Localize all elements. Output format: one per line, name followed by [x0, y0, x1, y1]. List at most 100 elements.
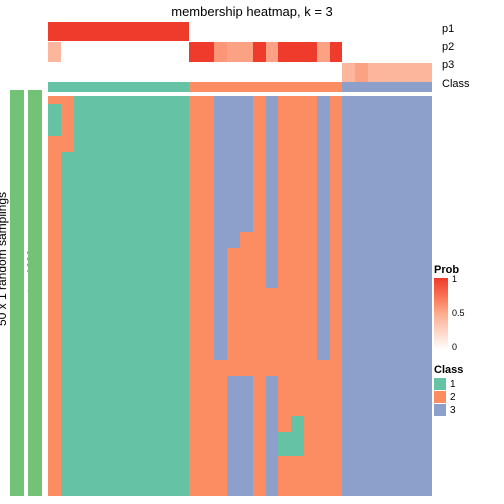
class-cell — [202, 82, 215, 92]
annot-cell — [355, 42, 368, 61]
heatmap-col — [419, 96, 432, 496]
annot-cell — [74, 63, 87, 82]
class-label: 2 — [450, 392, 456, 403]
class-swatch — [434, 391, 446, 403]
heatmap-col — [189, 96, 202, 496]
heatmap-col — [176, 96, 189, 496]
legend-class-title: Class — [434, 364, 498, 376]
heatmap-seg — [394, 96, 407, 496]
annot-cell — [125, 22, 138, 41]
annot-cell — [355, 63, 368, 82]
annot-cell — [291, 22, 304, 41]
annot-cell — [240, 42, 253, 61]
class-cell — [381, 82, 394, 92]
annot-cell — [317, 22, 330, 41]
rows-bar — [28, 90, 42, 496]
class-cell — [406, 82, 419, 92]
annot-cell — [163, 63, 176, 82]
heatmap-seg — [48, 96, 61, 104]
annot-cell — [317, 42, 330, 61]
annot-cell — [253, 22, 266, 41]
annot-cell — [163, 42, 176, 61]
annot-cell — [394, 22, 407, 41]
annot-cell — [202, 42, 215, 61]
heatmap-seg — [189, 96, 202, 496]
annot-cell — [86, 42, 99, 61]
annot-cell — [138, 42, 151, 61]
heatmap-col — [317, 96, 330, 496]
annot-cell — [227, 63, 240, 82]
heatmap-col — [227, 96, 240, 496]
annot-cell — [61, 63, 74, 82]
label-class: Class — [438, 76, 504, 90]
heatmap-seg — [125, 96, 138, 496]
annot-cell — [394, 42, 407, 61]
class-cell — [368, 82, 381, 92]
annot-cell — [48, 63, 61, 82]
annot-cell — [342, 42, 355, 61]
prob-tick-0: 0 — [452, 342, 457, 352]
annot-cell — [86, 63, 99, 82]
heatmap-seg — [240, 376, 253, 496]
class-cell — [74, 82, 87, 92]
class-cell — [240, 82, 253, 92]
annot-cell — [99, 42, 112, 61]
annot-cell — [202, 22, 215, 41]
class-cell — [394, 82, 407, 92]
class-cell — [176, 82, 189, 92]
heatmap-seg — [48, 136, 61, 496]
class-cell — [48, 82, 61, 92]
class-cell — [112, 82, 125, 92]
annot-cell — [150, 63, 163, 82]
heatmap-seg — [253, 96, 266, 496]
annot-cell — [150, 42, 163, 61]
annot-cell — [138, 22, 151, 41]
annot-cell — [112, 42, 125, 61]
heatmap-col — [214, 96, 227, 496]
annot-cell — [291, 42, 304, 61]
heatmap-col — [138, 96, 151, 496]
annot-cell — [253, 42, 266, 61]
annot-cell — [266, 22, 279, 41]
annot-cell — [406, 42, 419, 61]
heatmap-seg — [202, 96, 215, 496]
annot-cell — [368, 42, 381, 61]
prob-gradient-bar — [434, 278, 448, 350]
heatmap-col — [61, 96, 74, 496]
sampling-bar — [10, 90, 24, 496]
heatmap-seg — [368, 96, 381, 496]
heatmap-col — [304, 96, 317, 496]
left-sidebar-sampling — [10, 90, 24, 496]
heatmap-seg — [291, 96, 304, 416]
annot-cell — [381, 42, 394, 61]
heatmap-col — [291, 96, 304, 496]
heatmap-seg — [138, 96, 151, 496]
annot-cell — [240, 22, 253, 41]
annot-cell — [125, 63, 138, 82]
annot-cell — [48, 22, 61, 41]
annot-cell — [342, 22, 355, 41]
annot-row-p1 — [48, 22, 432, 41]
heatmap-seg — [317, 360, 330, 496]
class-cell — [342, 82, 355, 92]
annot-row-p3 — [48, 63, 432, 82]
class-swatch — [434, 378, 446, 390]
class-cell — [253, 82, 266, 92]
heatmap-seg — [266, 288, 279, 376]
annot-cell — [304, 63, 317, 82]
class-cell — [189, 82, 202, 92]
heatmap-col — [99, 96, 112, 496]
heatmap-body — [48, 96, 432, 496]
class-cell — [86, 82, 99, 92]
heatmap-col — [74, 96, 87, 496]
heatmap-seg — [330, 96, 343, 496]
annot-row-p2 — [48, 42, 432, 61]
heatmap-seg — [176, 96, 189, 496]
heatmap-seg — [278, 432, 291, 456]
heatmap-seg — [381, 96, 394, 496]
class-cell — [99, 82, 112, 92]
annot-cell — [406, 22, 419, 41]
annot-cell — [99, 63, 112, 82]
heatmap-seg — [304, 96, 317, 496]
chart-title: membership heatmap, k = 3 — [171, 4, 333, 19]
